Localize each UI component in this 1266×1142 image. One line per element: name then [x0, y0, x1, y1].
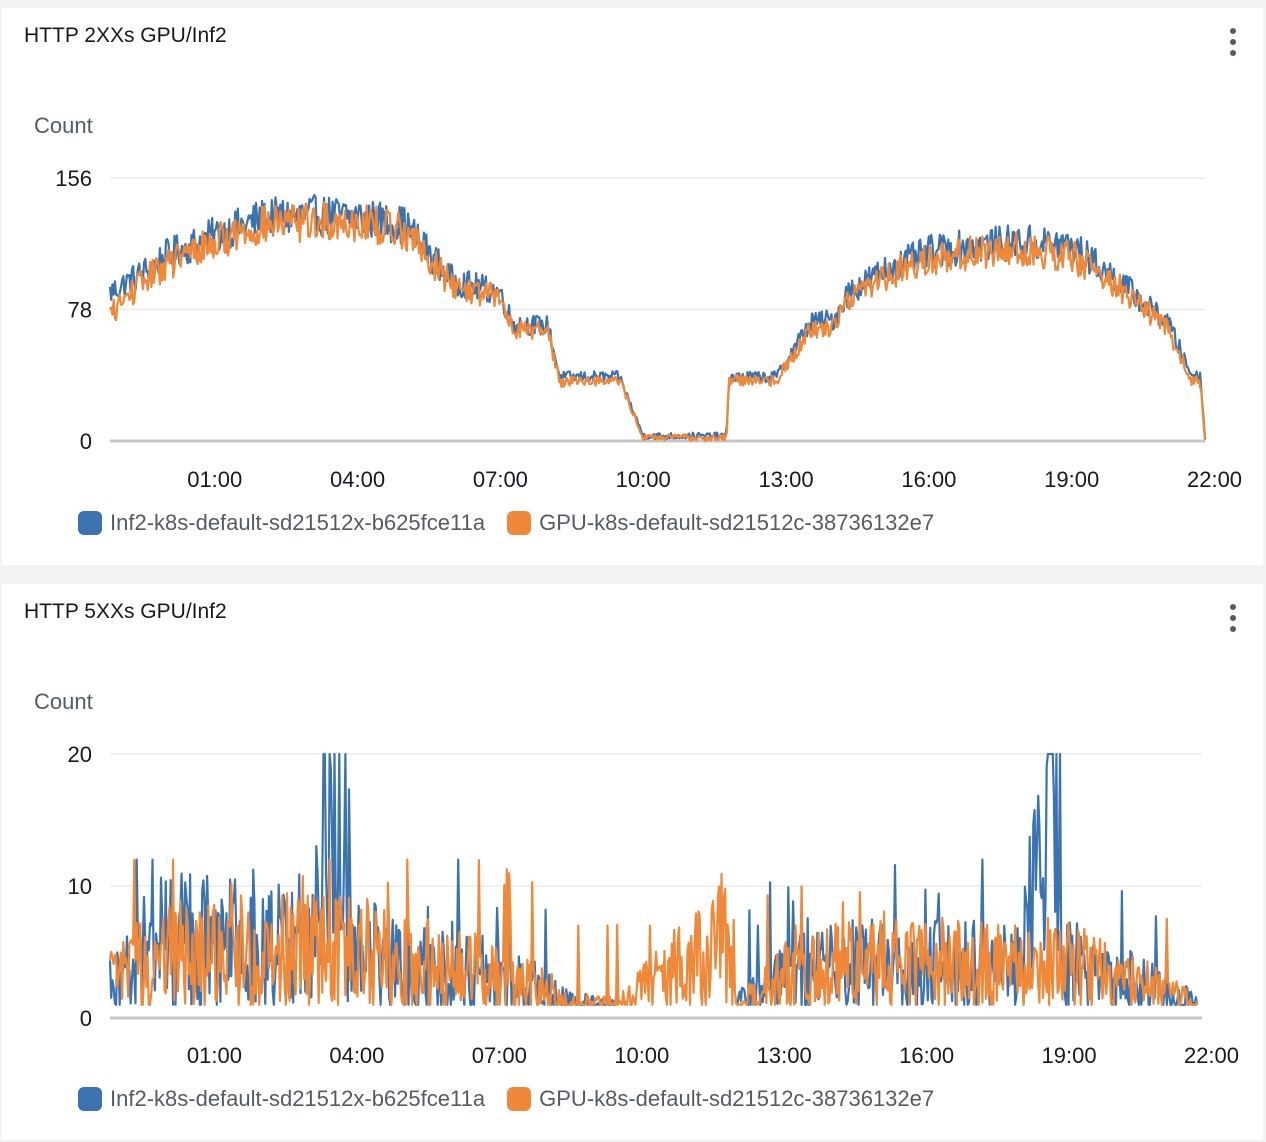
x-tick-label: 19:00 [1042, 1043, 1097, 1068]
series-line-inf2 [108, 193, 1207, 441]
x-tick-label: 10:00 [616, 467, 671, 492]
legend-item-gpu[interactable]: GPU-k8s-default-sd21512c-38736132e7 [507, 1086, 934, 1112]
vertical-ellipsis-icon[interactable] [1223, 602, 1243, 634]
line-chart[interactable]: Count 0 10 20 01:00 04:00 07:00 10:00 13:00 16:00… [2, 584, 1263, 1140]
chart-title: HTTP 5XXs GPU/Inf2 [24, 600, 227, 623]
y-axis-label: Count [34, 689, 93, 714]
series-line-gpu [108, 858, 1199, 1006]
x-tick-label: 04:00 [330, 467, 385, 492]
legend-item-inf2[interactable]: Inf2-k8s-default-sd21512x-b625fce11a [78, 1086, 485, 1112]
legend-item-gpu[interactable]: GPU-k8s-default-sd21512c-38736132e7 [507, 510, 934, 536]
vertical-ellipsis-icon[interactable] [1223, 26, 1243, 58]
chart-panel-http-5xx: HTTP 5XXs GPU/Inf2 Count 0 10 20 01:00 04:00 0… [2, 584, 1263, 1140]
line-chart[interactable]: Count 0 78 156 01:00 04:00 07:00 10:00 13:00 16:0… [2, 8, 1263, 564]
legend-label-inf2: Inf2-k8s-default-sd21512x-b625fce11a [110, 1086, 486, 1111]
chart-legend: Inf2-k8s-default-sd21512x-b625fce11a GPU… [78, 1086, 956, 1112]
y-tick-label: 20 [68, 742, 92, 767]
x-tick-label: 07:00 [472, 1043, 527, 1068]
x-tick-label: 22:00 [1184, 1043, 1239, 1068]
y-tick-label: 156 [55, 166, 92, 191]
x-tick-label: 16:00 [899, 1043, 954, 1068]
y-tick-label: 0 [80, 1006, 92, 1031]
y-tick-label: 10 [68, 874, 92, 899]
x-tick-label: 04:00 [329, 1043, 384, 1068]
x-tick-label: 22:00 [1187, 467, 1242, 492]
legend-label-gpu: GPU-k8s-default-sd21512c-38736132e7 [539, 1086, 935, 1111]
legend-swatch-gpu [507, 511, 532, 535]
legend-swatch-inf2 [78, 1087, 102, 1111]
series-line-gpu [109, 201, 1207, 442]
x-tick-label: 01:00 [187, 467, 242, 492]
y-tick-label: 78 [68, 298, 92, 323]
x-tick-label: 19:00 [1044, 467, 1099, 492]
legend-swatch-inf2 [78, 511, 102, 535]
x-tick-label: 01:00 [187, 1043, 242, 1068]
x-tick-label: 16:00 [901, 467, 956, 492]
y-tick-label: 0 [80, 429, 92, 454]
x-tick-label: 10:00 [614, 1043, 669, 1068]
y-axis-label: Count [34, 113, 93, 138]
legend-item-inf2[interactable]: Inf2-k8s-default-sd21512x-b625fce11a [78, 510, 485, 536]
chart-legend: Inf2-k8s-default-sd21512x-b625fce11a GPU… [78, 510, 956, 536]
x-tick-label: 13:00 [759, 467, 814, 492]
legend-swatch-gpu [507, 1087, 532, 1111]
chart-panel-http-2xx: HTTP 2XXs GPU/Inf2 Count 0 78 156 01:00 04:00… [2, 8, 1263, 565]
legend-label-gpu: GPU-k8s-default-sd21512c-38736132e7 [539, 510, 935, 535]
legend-label-inf2: Inf2-k8s-default-sd21512x-b625fce11a [110, 510, 486, 535]
x-tick-label: 07:00 [473, 467, 528, 492]
x-tick-label: 13:00 [757, 1043, 812, 1068]
chart-title: HTTP 2XXs GPU/Inf2 [24, 24, 227, 47]
